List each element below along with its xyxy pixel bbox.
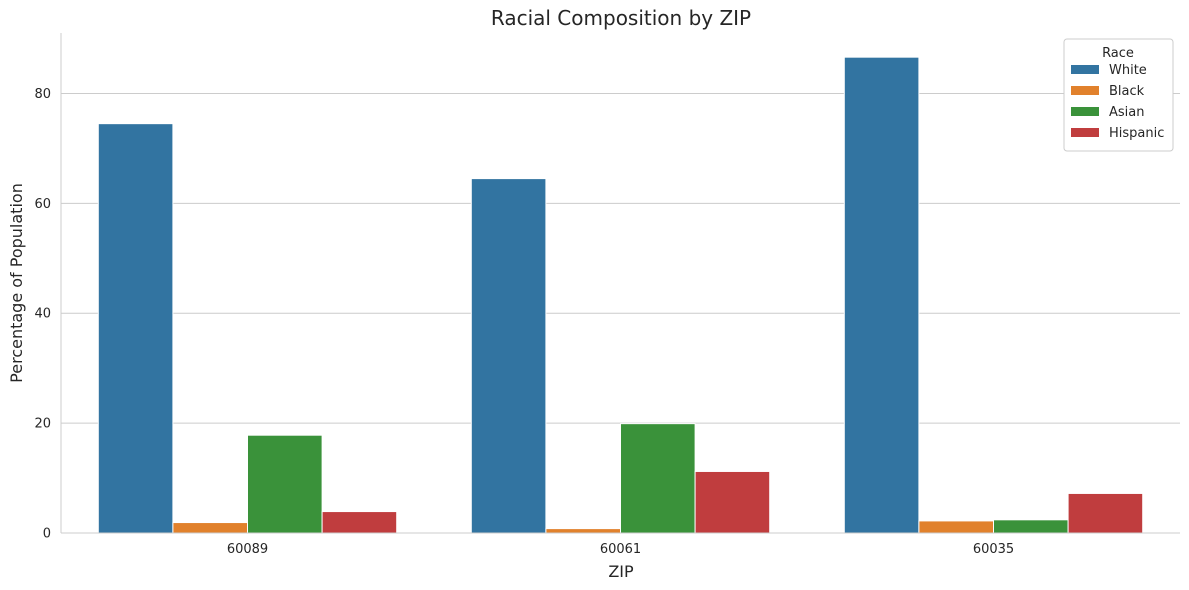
legend: Race White Black Asian Hispanic: [1063, 38, 1174, 152]
x-tick-labels: 60089 60061 60035: [227, 542, 1014, 557]
legend-title: Race: [1102, 46, 1134, 61]
x-axis-label: ZIP: [608, 562, 634, 581]
bar-hispanic-60035: [1067, 492, 1144, 534]
y-tick-labels: 0 20 40 60 80: [34, 87, 51, 542]
y-tick-label: 60: [34, 197, 51, 212]
bars-group: [97, 56, 1144, 534]
legend-label-hispanic: Hispanic: [1109, 126, 1164, 141]
legend-items: White Black Asian Hispanic: [1071, 63, 1164, 141]
x-tick-label: 60035: [973, 542, 1014, 557]
legend-label-white: White: [1109, 63, 1147, 78]
bar-asian-60089: [247, 434, 323, 534]
y-axis-label: Percentage of Population: [7, 183, 26, 383]
bar-white-60089: [97, 123, 174, 534]
axes: [60, 33, 1180, 534]
bar-white-60061: [470, 178, 547, 534]
legend-swatch-asian: [1071, 107, 1099, 116]
legend-swatch-hispanic: [1071, 128, 1099, 137]
bar-asian-60061: [620, 423, 696, 534]
bar-black-60089: [172, 522, 248, 534]
bar-hispanic-60061: [694, 470, 771, 534]
x-tick-label: 60061: [600, 542, 641, 557]
legend-swatch-white: [1071, 65, 1099, 74]
y-tick-label: 80: [34, 87, 51, 102]
bar-black-60061: [545, 528, 622, 534]
chart-title: Racial Composition by ZIP: [491, 6, 751, 30]
y-tick-label: 20: [34, 417, 51, 432]
bar-asian-60035: [993, 519, 1069, 534]
bar-black-60035: [918, 520, 995, 534]
bar-white-60035: [843, 56, 920, 534]
legend-label-black: Black: [1109, 84, 1145, 99]
x-tick-label: 60089: [227, 542, 268, 557]
legend-label-asian: Asian: [1109, 105, 1144, 120]
legend-swatch-black: [1071, 86, 1099, 95]
y-tick-label: 0: [43, 527, 51, 542]
bar-hispanic-60089: [321, 511, 398, 534]
y-tick-label: 40: [34, 307, 51, 322]
gridlines: [61, 92, 1180, 424]
